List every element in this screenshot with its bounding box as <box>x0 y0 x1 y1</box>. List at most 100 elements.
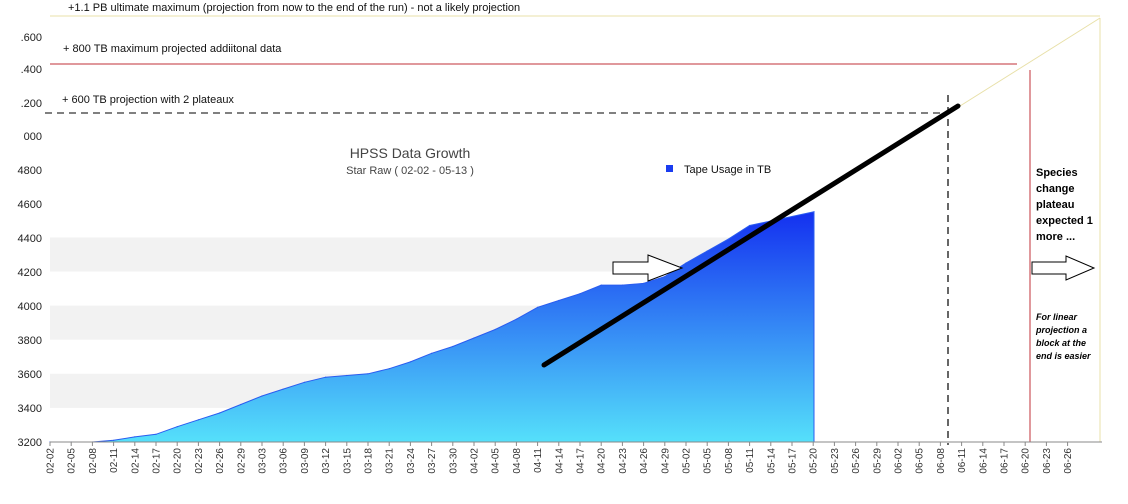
x-tick-label: 06-11 <box>957 448 968 473</box>
data-point <box>282 388 284 390</box>
x-tick-label: 06-20 <box>1021 448 1032 474</box>
data-point <box>113 439 115 441</box>
data-point <box>155 433 157 435</box>
x-tick-label: 04-11 <box>533 448 544 473</box>
x-tick-label: 03-15 <box>342 448 353 474</box>
x-tick-label: 03-03 <box>258 448 269 474</box>
data-point <box>346 374 348 377</box>
x-tick-label: 05-29 <box>872 448 883 474</box>
species-note: Species change plateau expected 1 more .… <box>1036 167 1093 243</box>
x-tick-label: 02-11 <box>109 448 120 473</box>
x-tick-label: 05-08 <box>724 448 735 474</box>
svg-text:For linear: For linear <box>1036 312 1078 322</box>
x-tick-label: 02-02 <box>46 448 57 474</box>
data-point <box>473 337 475 339</box>
y-tick-label: 4200 <box>18 267 42 279</box>
data-point <box>261 395 263 397</box>
y-tick-label: .600 <box>21 32 42 44</box>
x-tick-label: 02-17 <box>152 448 163 474</box>
y-tick-label: 3400 <box>18 403 42 415</box>
x-tick-label: 04-02 <box>470 448 481 474</box>
x-tick-label: 02-23 <box>194 448 205 474</box>
x-tick-label: 04-20 <box>597 448 608 474</box>
data-point <box>452 345 454 348</box>
y-tick-label: 3600 <box>18 369 42 381</box>
svg-text:change: change <box>1036 183 1075 195</box>
x-tick-label: 06-08 <box>936 448 947 474</box>
x-tick-label: 06-14 <box>978 448 989 474</box>
x-tick-label: 04-14 <box>554 448 565 474</box>
y-tick-label: 3800 <box>18 335 42 347</box>
y-tick-label: 4000 <box>18 301 42 313</box>
data-point <box>431 352 433 354</box>
data-point <box>325 376 327 378</box>
svg-text:plateau: plateau <box>1036 199 1075 211</box>
data-point <box>367 373 369 375</box>
data-point <box>749 224 751 227</box>
y-tick-label: 3200 <box>18 437 42 449</box>
y-tick-label: 4800 <box>18 165 42 177</box>
svg-text:Species: Species <box>1036 167 1078 179</box>
annotation-ultimate: +1.1 PB ultimate maximum (projection fro… <box>68 2 520 14</box>
x-tick-label: 05-11 <box>745 448 756 473</box>
data-point <box>621 284 624 286</box>
x-tick-label: 03-30 <box>448 448 459 474</box>
x-tick-label: 02-26 <box>215 448 226 474</box>
x-tick-label: 06-17 <box>1000 448 1011 474</box>
data-point <box>409 361 411 363</box>
x-tick-label: 02-05 <box>67 448 78 474</box>
x-tick-label: 04-23 <box>618 448 629 474</box>
data-point <box>727 238 730 240</box>
svg-text:projection a: projection a <box>1035 325 1087 335</box>
x-tick-label: 03-27 <box>427 448 438 474</box>
linear-note: For linear projection a block at the end… <box>1035 312 1091 361</box>
x-tick-label: 05-17 <box>788 448 799 474</box>
x-tick-label: 06-26 <box>1063 448 1074 474</box>
legend-label: Tape Usage in TB <box>684 164 771 176</box>
y-tick-label: .200 <box>21 98 42 110</box>
x-tick-label: 05-14 <box>766 448 777 474</box>
x-tick-label: 05-20 <box>809 448 820 474</box>
svg-text:block at the: block at the <box>1036 338 1086 348</box>
x-tick-label: 05-02 <box>682 448 693 474</box>
x-tick-label: 05-05 <box>703 448 714 474</box>
svg-text:end is easier: end is easier <box>1036 351 1091 361</box>
data-point <box>579 293 581 295</box>
data-point <box>813 211 815 213</box>
y-axis: 3200 3400 3600 3800 4000 4200 4400 4600 4800 000.… <box>18 32 42 449</box>
x-tick-label: 04-17 <box>576 448 587 474</box>
chart-subtitle: Star Raw ( 02-02 - 05-13 ) <box>346 165 474 177</box>
data-point <box>134 436 136 438</box>
data-point <box>176 426 178 428</box>
x-tick-label: 02-20 <box>173 448 184 474</box>
x-tick-label: 05-23 <box>830 448 841 474</box>
data-point <box>643 282 645 284</box>
data-point <box>558 299 560 302</box>
x-tick-label: 04-29 <box>660 448 671 474</box>
ultimate-slope-line <box>959 17 1101 107</box>
linear-projection-line <box>541 103 961 368</box>
y-tick-label: 000 <box>24 131 42 143</box>
x-tick-label: 02-29 <box>236 448 247 474</box>
arrow-right-icon <box>1031 255 1096 281</box>
data-point <box>494 328 496 331</box>
data-point <box>240 403 242 406</box>
svg-text:more ...: more ... <box>1036 231 1075 243</box>
annotation-two-plateaux: + 600 TB projection with 2 plateaux <box>62 94 234 106</box>
y-tick-label: 4400 <box>18 233 42 245</box>
x-tick-label: 04-05 <box>491 448 502 474</box>
x-tick-label: 04-08 <box>512 448 523 474</box>
arrow-mid-icon <box>612 254 684 282</box>
x-tick-label: 06-02 <box>894 448 905 474</box>
svg-text:expected 1: expected 1 <box>1036 215 1093 227</box>
x-tick-label: 03-18 <box>364 448 375 474</box>
x-axis: 02-02 02-05 02-08 02-11 02-14 02-17 02-20 02-23… <box>46 441 1102 474</box>
data-point <box>197 419 199 421</box>
data-point <box>664 276 666 278</box>
data-point <box>303 381 305 383</box>
data-point <box>600 284 602 286</box>
data-point <box>219 412 221 414</box>
y-tick-label: .400 <box>21 64 42 76</box>
data-point <box>515 318 518 320</box>
